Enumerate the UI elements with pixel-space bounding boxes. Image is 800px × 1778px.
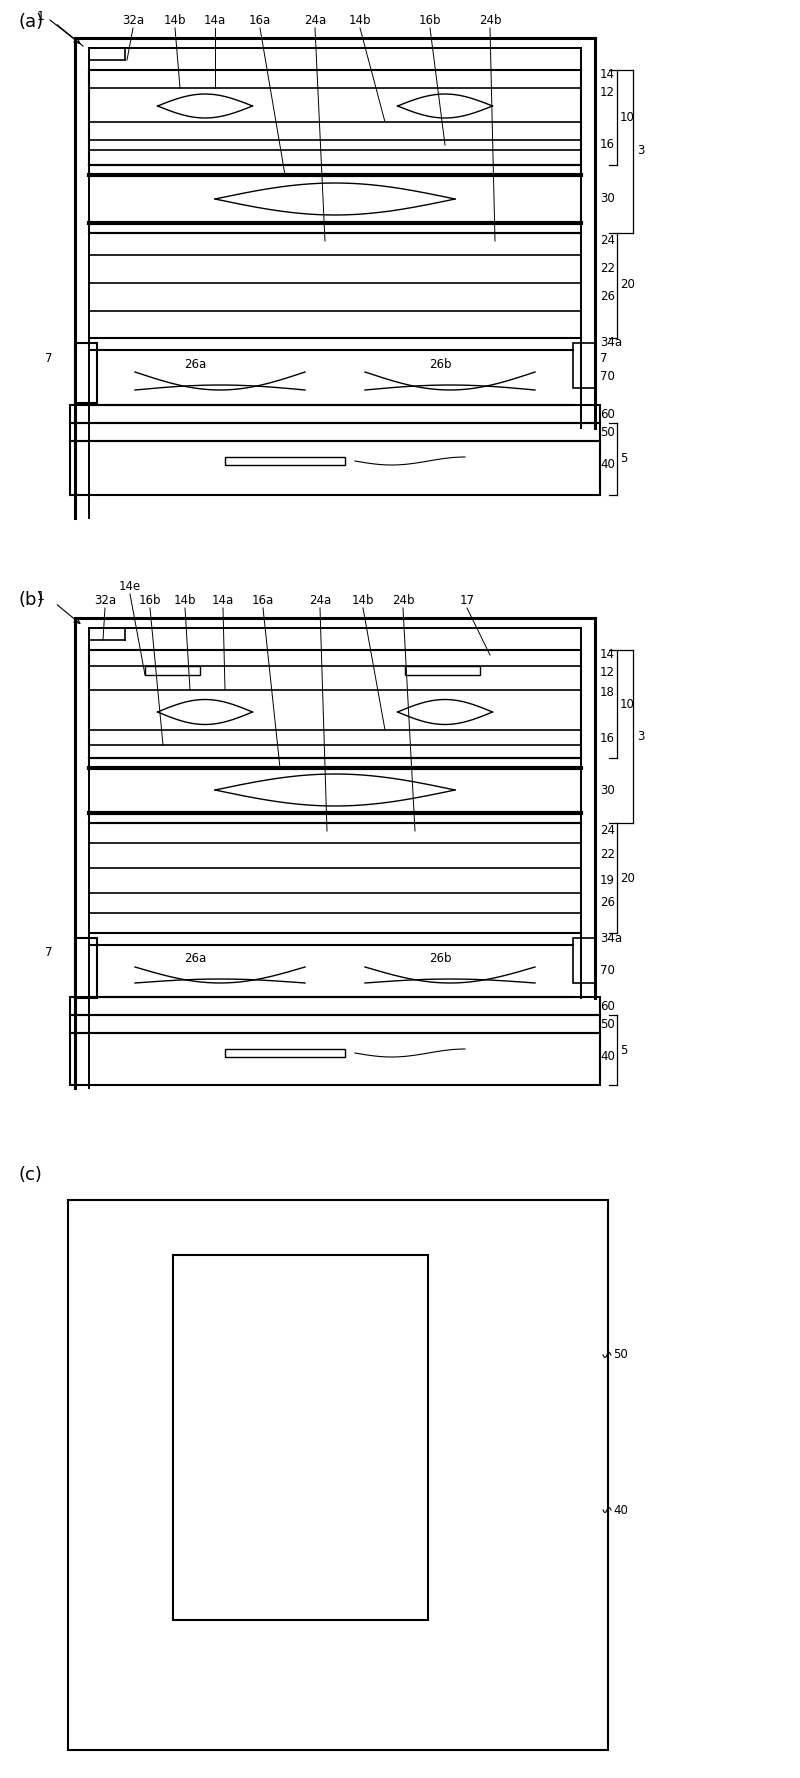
Text: 16a: 16a	[252, 594, 274, 606]
Bar	[573, 343, 595, 388]
Bar	[573, 939, 595, 983]
Text: 14b: 14b	[164, 14, 186, 27]
Text: 1: 1	[37, 590, 45, 603]
Text: 20: 20	[620, 279, 635, 292]
Text: (a): (a)	[18, 12, 43, 30]
Text: 10: 10	[620, 110, 635, 124]
Bar	[68, 1200, 608, 1750]
Text: 16b: 16b	[138, 594, 162, 606]
Text: 32a: 32a	[94, 594, 116, 606]
Text: 12: 12	[600, 665, 615, 679]
Bar	[173, 1255, 428, 1620]
Text: 14b: 14b	[174, 594, 196, 606]
Text: 24: 24	[600, 825, 615, 837]
Text: 24a: 24a	[309, 594, 331, 606]
Text: 34a: 34a	[600, 932, 622, 944]
Text: 26a: 26a	[184, 953, 206, 965]
Text: (b): (b)	[18, 590, 43, 610]
Text: 17: 17	[459, 594, 474, 606]
Text: 26b: 26b	[429, 953, 451, 965]
Text: 14a: 14a	[204, 14, 226, 27]
Text: 14e: 14e	[119, 580, 141, 592]
Text: 16a: 16a	[249, 14, 271, 27]
Text: 50: 50	[600, 1017, 614, 1031]
Text: 20: 20	[620, 871, 635, 884]
Text: 32a: 32a	[122, 14, 144, 27]
Bar	[225, 1049, 345, 1056]
Bar	[70, 997, 600, 1015]
Text: 14b: 14b	[349, 14, 371, 27]
Bar	[75, 939, 97, 997]
Text: 22: 22	[600, 261, 615, 274]
Text: 26: 26	[600, 290, 615, 302]
Text: 40: 40	[600, 459, 615, 471]
Text: 16: 16	[600, 731, 615, 745]
Text: 26b: 26b	[429, 357, 451, 370]
Text: 24: 24	[600, 235, 615, 247]
Text: 3: 3	[637, 144, 644, 158]
Bar	[70, 441, 600, 494]
Bar	[70, 405, 600, 423]
Text: 14b: 14b	[352, 594, 374, 606]
Bar	[70, 423, 600, 441]
Text: 24b: 24b	[478, 14, 502, 27]
Text: 16b: 16b	[418, 14, 442, 27]
Text: 14: 14	[600, 69, 615, 82]
Text: 50: 50	[613, 1348, 628, 1362]
Text: 7: 7	[46, 352, 53, 364]
Text: 40: 40	[613, 1504, 628, 1517]
Text: 24b: 24b	[392, 594, 414, 606]
Text: 24a: 24a	[304, 14, 326, 27]
Bar	[145, 667, 200, 676]
Text: 50: 50	[600, 425, 614, 439]
Bar	[70, 1033, 600, 1085]
Text: 60: 60	[600, 999, 615, 1012]
Bar	[225, 457, 345, 466]
Bar	[75, 343, 97, 404]
Text: 34a: 34a	[600, 336, 622, 350]
Text: 14: 14	[600, 649, 615, 661]
Text: 26a: 26a	[184, 357, 206, 370]
Text: 10: 10	[620, 697, 635, 711]
Text: 7: 7	[600, 352, 607, 364]
Text: 7: 7	[46, 946, 53, 960]
Text: 1: 1	[37, 9, 45, 23]
Text: 5: 5	[620, 452, 627, 466]
Text: (c): (c)	[18, 1166, 42, 1184]
Bar	[405, 667, 480, 676]
Bar	[70, 1015, 600, 1033]
Text: 14a: 14a	[212, 594, 234, 606]
Text: 18: 18	[600, 686, 615, 699]
Text: 12: 12	[600, 85, 615, 98]
Text: 26: 26	[600, 896, 615, 910]
Text: 70: 70	[600, 370, 615, 384]
Text: 30: 30	[600, 784, 614, 797]
Text: 60: 60	[600, 407, 615, 421]
Text: 70: 70	[600, 964, 615, 978]
Text: 16: 16	[600, 139, 615, 151]
Text: 3: 3	[637, 729, 644, 743]
Text: 40: 40	[600, 1051, 615, 1063]
Text: 5: 5	[620, 1044, 627, 1056]
Text: 19: 19	[600, 873, 615, 887]
Text: 22: 22	[600, 848, 615, 862]
Text: 30: 30	[600, 192, 614, 206]
